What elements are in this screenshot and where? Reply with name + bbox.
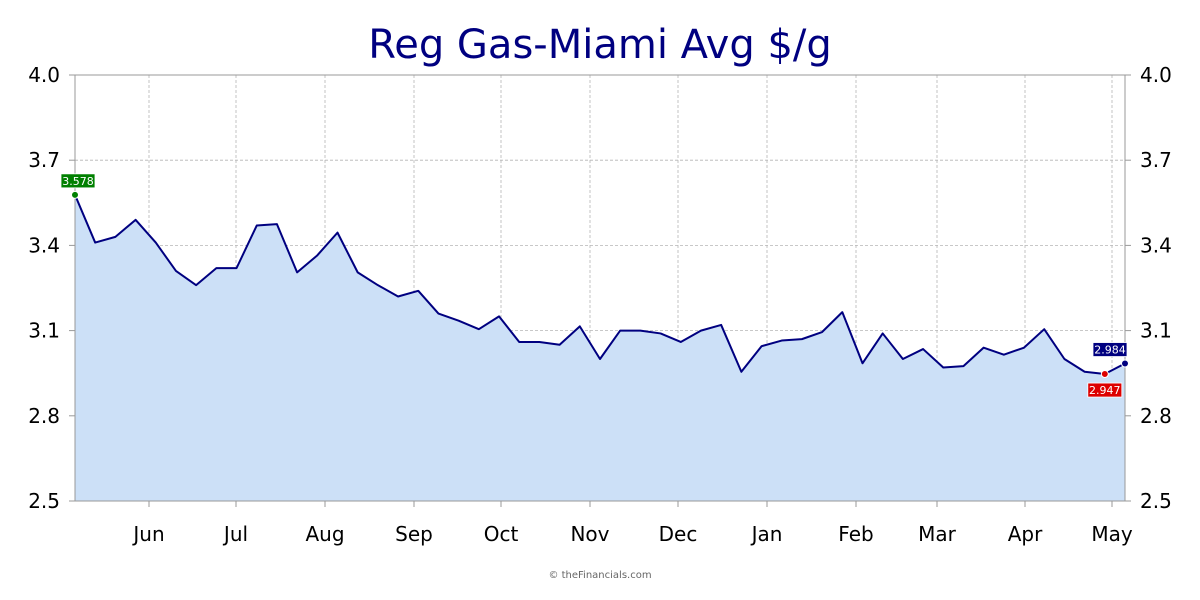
y-tick-label-right: 3.1	[1140, 319, 1172, 343]
min-label-box	[1087, 382, 1123, 398]
x-tick-label: Oct	[484, 522, 519, 546]
first-data-label: 3.578	[62, 175, 94, 188]
last-point-marker	[1121, 359, 1129, 368]
x-tick-label: Mar	[918, 522, 957, 546]
data-labels: 3.578 2.947 2.984	[60, 173, 1128, 398]
y-tick-label-right: 2.5	[1140, 489, 1172, 513]
y-axis-left: 2.5 2.8 3.1 3.4 3.7 4.0	[28, 63, 75, 513]
x-tick-label: Aug	[305, 522, 344, 546]
x-tick-label: Jul	[222, 522, 248, 546]
y-tick-label-right: 3.7	[1140, 148, 1172, 172]
plot-frame	[74, 74, 1126, 502]
min-point-marker	[1100, 370, 1109, 379]
chart-title: Reg Gas-Miami Avg $/g	[368, 22, 832, 68]
first-point-marker	[71, 190, 79, 199]
y-tick-label-right: 3.4	[1140, 233, 1172, 257]
x-tick-label: Feb	[838, 522, 873, 546]
x-tick-label: Nov	[570, 522, 609, 546]
source-credit: © theFinancials.com	[548, 570, 651, 581]
y-tick-label-right: 2.8	[1140, 404, 1172, 428]
x-tick-label: Jun	[131, 522, 164, 546]
y-tick-label-right: 4.0	[1140, 63, 1172, 87]
axes	[74, 74, 1126, 502]
x-tick-label: Jan	[750, 522, 783, 546]
last-data-label: 2.984	[1094, 344, 1126, 357]
y-tick-label-left: 4.0	[28, 63, 60, 87]
y-tick-label-left: 2.5	[28, 489, 60, 513]
y-axis-right: 2.5 2.8 3.1 3.4 3.7 4.0	[1125, 63, 1172, 513]
min-data-label: 2.947	[1089, 384, 1121, 397]
data-points	[71, 190, 1129, 379]
area-layer	[74, 194, 1126, 501]
y-tick-label-left: 3.1	[28, 319, 60, 343]
y-tick-label-left: 3.4	[28, 233, 60, 257]
x-tick-label: May	[1091, 522, 1133, 546]
x-axis: Jun Jul Aug Sep Oct Nov Dec Jan Feb Mar Apr May	[131, 501, 1133, 546]
x-tick-label: Sep	[395, 522, 433, 546]
x-tick-label: Apr	[1008, 522, 1043, 546]
y-tick-label-left: 3.7	[28, 148, 60, 172]
y-tick-label-left: 2.8	[28, 404, 60, 428]
x-tick-label: Dec	[659, 522, 698, 546]
first-label-box	[60, 173, 96, 189]
series-area	[75, 194, 1125, 501]
series-line	[74, 194, 1126, 376]
last-label-box	[1092, 342, 1128, 357]
